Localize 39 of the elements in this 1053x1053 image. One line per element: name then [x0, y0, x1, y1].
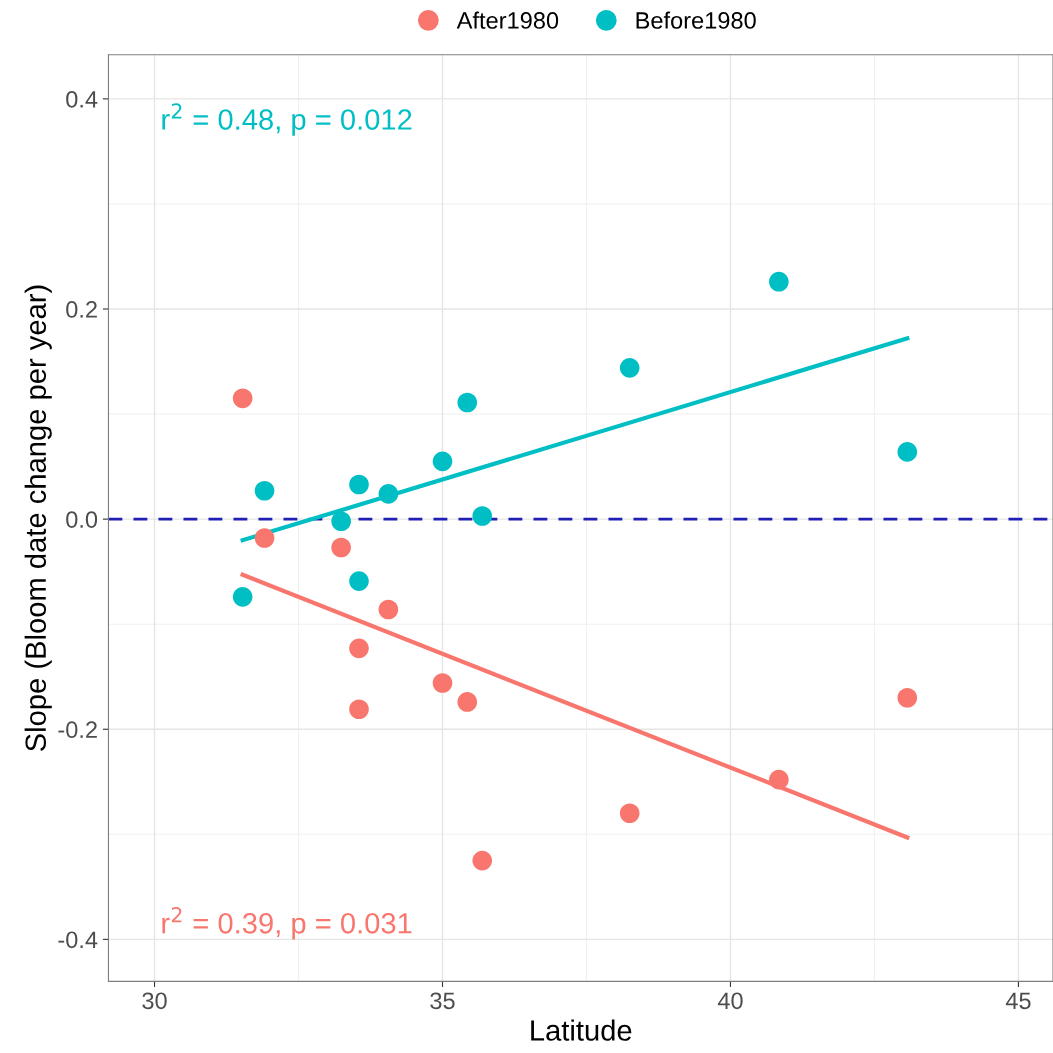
annotation: r$^{2}$ = 0.48, p = 0.012: [162, 103, 412, 136]
point: [254, 528, 275, 548]
point: [472, 850, 493, 871]
point: [457, 392, 478, 413]
point: [769, 769, 789, 790]
point: [432, 673, 453, 693]
point: [619, 803, 640, 824]
point: [378, 484, 399, 504]
point: [897, 687, 918, 708]
y-axis-title: Slope (Bloom date change per year): [24, 285, 52, 752]
legend-label: Before1980: [636, 11, 756, 29]
point: [349, 571, 369, 591]
point: [232, 388, 253, 409]
x-tick-label: 35: [430, 992, 455, 1010]
point: [457, 692, 478, 712]
y-tick-label: 0.0: [66, 511, 98, 528]
point: [331, 511, 351, 532]
x-tick-label: 45: [1005, 992, 1031, 1010]
point: [897, 442, 918, 462]
point: [349, 474, 369, 495]
annotation: r$^{2}$ = 0.39, p = 0.031: [162, 907, 412, 940]
legend-label: After1980: [456, 11, 559, 29]
point: [254, 480, 275, 501]
x-tick-label: 30: [142, 992, 167, 1010]
point: [349, 638, 369, 659]
y-tick-label: -0.2: [58, 721, 97, 739]
x-axis-title: Latitude: [531, 1019, 632, 1041]
point: [769, 271, 789, 292]
point: [432, 451, 453, 472]
point: [349, 699, 369, 720]
point: [378, 599, 399, 620]
point: [232, 587, 253, 607]
point: [619, 358, 640, 378]
y-tick-label: -0.4: [58, 931, 98, 949]
y-tick-label: 0.4: [66, 90, 98, 108]
point: [472, 506, 493, 526]
y-tick-label: 0.2: [66, 301, 97, 318]
point: [331, 537, 351, 558]
x-tick-label: 40: [717, 992, 743, 1010]
